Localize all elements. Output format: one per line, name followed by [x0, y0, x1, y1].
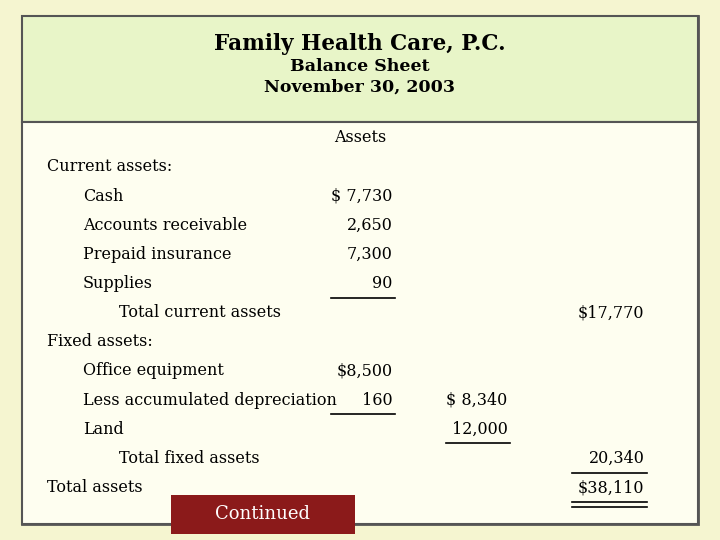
FancyBboxPatch shape	[171, 495, 355, 534]
FancyBboxPatch shape	[22, 122, 698, 524]
FancyBboxPatch shape	[22, 16, 698, 524]
Text: Land: Land	[83, 421, 124, 438]
Text: 160: 160	[361, 392, 392, 409]
Text: 7,300: 7,300	[346, 246, 392, 263]
Text: Supplies: Supplies	[83, 275, 153, 292]
Text: Assets: Assets	[334, 129, 386, 146]
Text: Balance Sheet: Balance Sheet	[290, 58, 430, 76]
Text: $38,110: $38,110	[578, 479, 644, 496]
Text: Total assets: Total assets	[47, 479, 143, 496]
Text: $17,770: $17,770	[578, 304, 644, 321]
Text: 20,340: 20,340	[588, 450, 644, 467]
Text: Family Health Care, P.C.: Family Health Care, P.C.	[214, 33, 506, 55]
Text: Cash: Cash	[83, 187, 123, 205]
Text: 12,000: 12,000	[451, 421, 508, 438]
Text: 2,650: 2,650	[346, 217, 392, 234]
Text: Less accumulated depreciation: Less accumulated depreciation	[83, 392, 337, 409]
Text: Continued: Continued	[215, 505, 310, 523]
Text: Accounts receivable: Accounts receivable	[83, 217, 247, 234]
Text: Office equipment: Office equipment	[83, 362, 224, 380]
Text: Total current assets: Total current assets	[119, 304, 281, 321]
Text: November 30, 2003: November 30, 2003	[264, 79, 456, 96]
FancyBboxPatch shape	[22, 16, 698, 122]
Text: 90: 90	[372, 275, 392, 292]
Text: $8,500: $8,500	[336, 362, 392, 380]
Text: $ 7,730: $ 7,730	[331, 187, 392, 205]
Text: Prepaid insurance: Prepaid insurance	[83, 246, 231, 263]
Text: Current assets:: Current assets:	[47, 158, 172, 176]
Text: Total fixed assets: Total fixed assets	[119, 450, 259, 467]
Text: Fixed assets:: Fixed assets:	[47, 333, 153, 350]
Text: $ 8,340: $ 8,340	[446, 392, 508, 409]
